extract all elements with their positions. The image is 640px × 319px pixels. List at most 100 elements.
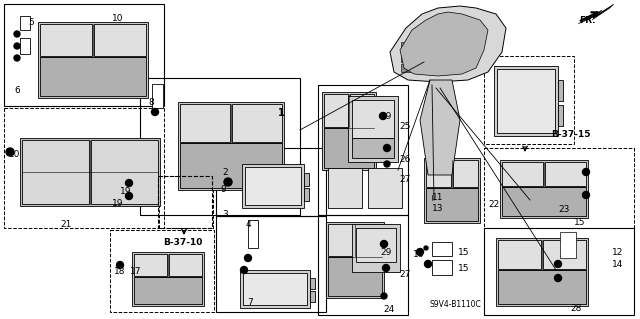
- Circle shape: [241, 266, 248, 273]
- Bar: [304, 173, 309, 186]
- Bar: [140, 78, 300, 215]
- Text: 11: 11: [432, 193, 444, 202]
- Text: 10: 10: [112, 14, 124, 23]
- Bar: [22, 140, 89, 204]
- Text: 14: 14: [612, 260, 623, 269]
- Bar: [368, 168, 402, 208]
- Bar: [350, 94, 374, 127]
- Text: 21: 21: [60, 220, 72, 229]
- Bar: [401, 42, 411, 50]
- Bar: [356, 224, 382, 256]
- Text: FR.: FR.: [579, 16, 595, 25]
- Bar: [159, 176, 213, 228]
- Text: 16: 16: [413, 250, 424, 259]
- Bar: [132, 252, 204, 306]
- Bar: [310, 291, 315, 302]
- Circle shape: [554, 261, 561, 268]
- Bar: [543, 240, 586, 269]
- Circle shape: [384, 161, 390, 167]
- Bar: [245, 167, 301, 205]
- Bar: [498, 270, 586, 304]
- Bar: [4, 108, 164, 228]
- Text: 3: 3: [222, 210, 228, 219]
- Text: 25: 25: [399, 122, 410, 131]
- Bar: [348, 96, 398, 162]
- Circle shape: [244, 255, 252, 262]
- Bar: [310, 278, 315, 289]
- Text: 19: 19: [120, 187, 131, 196]
- Bar: [318, 85, 408, 215]
- Circle shape: [14, 43, 20, 49]
- Bar: [560, 232, 576, 258]
- Bar: [169, 254, 202, 276]
- Bar: [40, 57, 146, 96]
- Text: 29: 29: [380, 112, 392, 121]
- Text: 9: 9: [220, 185, 226, 194]
- Bar: [502, 162, 543, 186]
- Bar: [426, 160, 451, 187]
- Text: 27: 27: [399, 175, 410, 184]
- Text: 12: 12: [612, 248, 623, 257]
- Bar: [352, 138, 394, 158]
- Text: 15: 15: [574, 218, 586, 227]
- Bar: [242, 164, 304, 208]
- Bar: [216, 148, 326, 216]
- Circle shape: [424, 261, 431, 268]
- Polygon shape: [390, 6, 506, 82]
- Bar: [180, 143, 282, 188]
- Bar: [558, 105, 563, 125]
- Bar: [424, 158, 480, 223]
- Polygon shape: [400, 12, 488, 76]
- Bar: [216, 216, 326, 312]
- Circle shape: [380, 113, 387, 120]
- Bar: [178, 102, 284, 190]
- Bar: [324, 128, 374, 168]
- Circle shape: [383, 264, 390, 271]
- Circle shape: [6, 148, 14, 156]
- Text: 6: 6: [14, 86, 20, 95]
- Circle shape: [424, 246, 428, 250]
- Bar: [134, 277, 202, 304]
- Bar: [180, 104, 230, 142]
- Bar: [502, 187, 586, 216]
- Text: B-37-10: B-37-10: [163, 238, 202, 247]
- Circle shape: [152, 108, 159, 115]
- Text: 8: 8: [148, 98, 154, 107]
- Text: 5: 5: [28, 18, 34, 27]
- Bar: [432, 242, 452, 256]
- Text: 27: 27: [399, 270, 410, 279]
- Bar: [94, 24, 146, 56]
- Text: 7: 7: [247, 298, 253, 307]
- Bar: [498, 240, 541, 269]
- Circle shape: [116, 262, 124, 269]
- Text: B-37-15: B-37-15: [551, 130, 591, 139]
- Bar: [484, 228, 634, 315]
- Bar: [328, 224, 354, 256]
- Circle shape: [14, 55, 20, 61]
- Polygon shape: [578, 4, 614, 24]
- Circle shape: [582, 191, 589, 198]
- Bar: [401, 64, 411, 72]
- Circle shape: [381, 293, 387, 299]
- Circle shape: [381, 241, 387, 248]
- Text: 13: 13: [432, 204, 444, 213]
- Bar: [401, 54, 411, 62]
- Bar: [494, 66, 558, 136]
- Bar: [20, 38, 30, 54]
- Bar: [322, 92, 376, 170]
- Bar: [324, 94, 348, 127]
- Bar: [248, 220, 258, 248]
- Bar: [304, 188, 309, 201]
- Bar: [38, 22, 148, 98]
- Text: 2: 2: [222, 168, 228, 177]
- Bar: [558, 80, 563, 101]
- Circle shape: [554, 275, 561, 281]
- Text: 28: 28: [570, 304, 581, 313]
- Text: 15: 15: [458, 264, 470, 273]
- Text: 17: 17: [130, 267, 141, 276]
- Bar: [500, 160, 588, 218]
- Text: 4: 4: [246, 220, 252, 229]
- Bar: [352, 224, 400, 272]
- Circle shape: [582, 168, 589, 175]
- Bar: [432, 260, 452, 275]
